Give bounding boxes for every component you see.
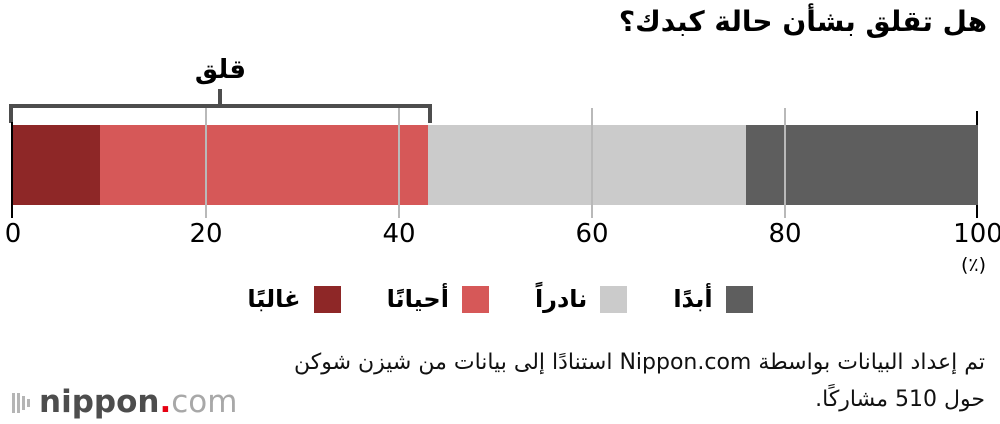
nippon-logo: nippon.com [12, 387, 237, 418]
bracket-stub [218, 89, 223, 105]
source-note: تم إعداد البيانات بواسطة Nippon.com استن… [294, 344, 985, 418]
axis-tick-label: 0 [4, 219, 22, 249]
axis-tick-label: 100 [953, 219, 1000, 249]
logo-bar-3 [27, 398, 30, 407]
axis-tick-label: 60 [575, 219, 609, 249]
logo-com: com [171, 384, 238, 420]
axis-gridline [784, 108, 786, 218]
axis-gridline [591, 108, 593, 218]
logo-bar-0 [12, 392, 15, 413]
legend-label: غالبًا [247, 285, 301, 313]
source-note-line2: حول 510 مشاركًا. [815, 387, 985, 412]
logo-dot: . [159, 384, 172, 420]
legend-label: أبدًا [673, 285, 713, 313]
axis-tick-label: 80 [768, 219, 802, 249]
logo-nippon: nippon [39, 384, 160, 420]
legend-item-0: أبدًا [673, 285, 753, 313]
soundwave-bars-icon [12, 392, 30, 413]
legend-swatch [313, 285, 341, 313]
bar-segment-2 [427, 125, 747, 205]
axis-tick-label: 20 [189, 219, 223, 249]
axis-gridline [398, 108, 400, 218]
bar-segment-0 [13, 125, 100, 205]
logo-bar-1 [17, 392, 20, 413]
worry-bracket [9, 104, 432, 123]
bracket-label: قلق [194, 55, 247, 85]
source-note-line1: تم إعداد البيانات بواسطة Nippon.com استن… [293, 350, 985, 375]
bar-segment-1 [99, 125, 428, 205]
chart-title: هل تقلق بشأن حالة كبدك؟ [618, 5, 987, 38]
plot-area: قلق (٪) 0 20 40 60 80 100 [5, 0, 1000, 300]
legend-swatch [461, 285, 489, 313]
logo-bar-2 [22, 395, 25, 410]
legend-item-1: نادراً [534, 285, 628, 313]
legend-label: نادراً [534, 285, 588, 313]
axis-gridline [205, 108, 207, 218]
percent-unit-label: (٪) [960, 254, 986, 276]
logo-text: nippon.com [39, 387, 237, 418]
legend-item-2: أحيانًا [387, 285, 489, 313]
axis-line-left [11, 122, 13, 218]
legend-swatch [725, 285, 753, 313]
axis-tick-label: 40 [382, 219, 416, 249]
legend-label: أحيانًا [386, 285, 449, 313]
stacked-bar [13, 125, 978, 205]
legend-swatch [600, 285, 628, 313]
bar-segment-3 [746, 125, 978, 205]
legend: أبدًا نادراً أحيانًا غالبًا [0, 285, 1000, 313]
legend-item-3: غالبًا [247, 285, 341, 313]
